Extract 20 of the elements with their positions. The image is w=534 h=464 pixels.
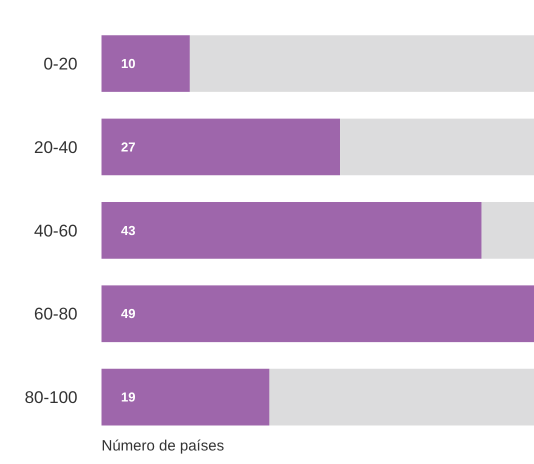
bar xyxy=(481,202,534,259)
bar xyxy=(102,368,270,426)
y-tick-label: 40-60 xyxy=(34,221,78,240)
data-label: 43 xyxy=(120,222,136,238)
bar xyxy=(102,118,340,176)
data-label: 27 xyxy=(120,139,136,154)
data-label: 49 xyxy=(120,306,136,322)
bar xyxy=(102,35,190,92)
x-axis-title: Número de países xyxy=(102,438,224,454)
data-label: 10 xyxy=(120,56,136,72)
y-tick-label: 60-80 xyxy=(34,304,78,324)
bar xyxy=(102,202,482,259)
bar xyxy=(102,285,534,342)
y-tick-label: 80-100 xyxy=(24,388,78,408)
bar xyxy=(190,35,534,92)
y-tick-label: 0-20 xyxy=(43,54,78,74)
y-tick-label: 20-40 xyxy=(34,138,78,157)
bar xyxy=(269,368,534,426)
bar xyxy=(340,118,534,176)
data-label: 19 xyxy=(120,390,136,405)
